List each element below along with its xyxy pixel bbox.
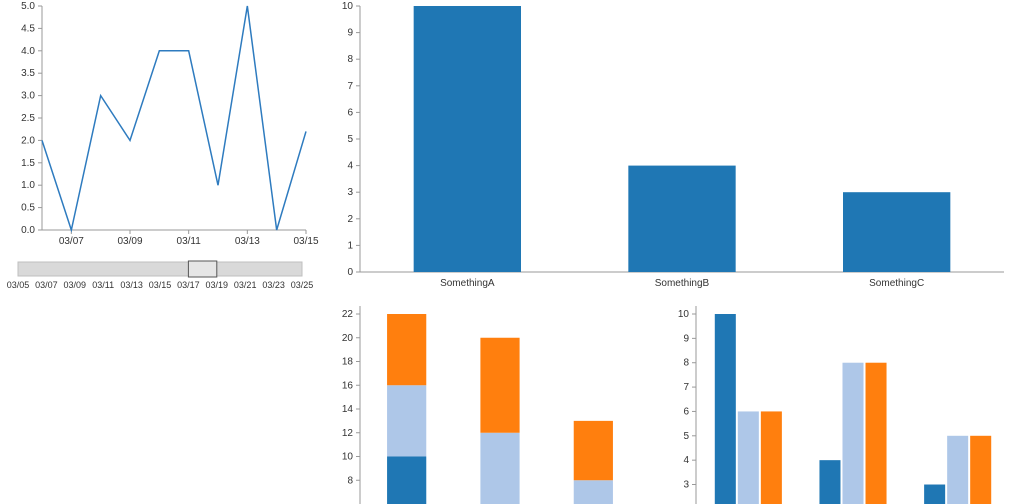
grouped-bar[interactable]	[715, 314, 736, 504]
navigator-label: 03/07	[35, 280, 58, 290]
y-tick-label: 10	[678, 309, 690, 320]
x-tick-label: 03/15	[293, 236, 318, 247]
bar-chart: 0 1 2 3 4 5 6 7 8 9 10 SomethingA SomethingB Somethin…	[320, 0, 1024, 300]
y-tick-label: 6	[683, 406, 689, 417]
y-tick-label: 4.5	[21, 23, 35, 34]
y-tick-label: 3.5	[21, 68, 35, 79]
y-tick-label: 5.0	[21, 1, 35, 12]
y-tick-label: 0	[347, 267, 353, 278]
stacked-bar-chart-panel	[0, 300, 320, 504]
y-tick-label: 1.0	[21, 180, 35, 191]
navigator-label: 03/05	[7, 280, 30, 290]
grouped-bar[interactable]	[947, 436, 968, 504]
y-tick-label: 18	[342, 357, 354, 368]
x-tick-label: 03/11	[177, 236, 202, 247]
y-tick-label: 12	[342, 428, 354, 439]
y-tick-label: 10	[342, 1, 354, 12]
stacked-segment[interactable]	[574, 480, 613, 504]
grouped-bar-chart-panel: 8 10 12 14 16 18 20 22 3 4 5 6 7 8 9 10	[320, 300, 1024, 504]
bar[interactable]	[414, 6, 521, 272]
line-chart-panel: 0.0 0.5 1.0 1.5 2.0 2.5 3.0 3.5 4.0 4.5 5.0 03/07 03…	[0, 0, 320, 300]
y-tick-label: 0.5	[21, 203, 35, 214]
navigator-label: 03/25	[291, 280, 314, 290]
y-tick-label: 4	[683, 455, 689, 466]
y-tick-label: 9	[683, 333, 689, 344]
navigator-thumb[interactable]	[188, 261, 216, 277]
y-tick-label: 4	[347, 161, 353, 172]
stacked-segment[interactable]	[387, 314, 426, 385]
y-tick-label: 2.5	[21, 113, 35, 124]
y-tick-label: 8	[347, 54, 353, 65]
line-series	[42, 6, 306, 230]
navigator-label: 03/09	[64, 280, 87, 290]
grouped-bar[interactable]	[819, 460, 840, 504]
y-tick-label: 6	[347, 107, 353, 118]
grouped-bar[interactable]	[761, 411, 782, 504]
bar-chart-panel: 0 1 2 3 4 5 6 7 8 9 10 SomethingA SomethingB Somethin…	[320, 0, 1024, 300]
y-tick-label: 1	[347, 240, 353, 251]
grouped-bar[interactable]	[842, 363, 863, 504]
y-tick-label: 14	[342, 404, 354, 415]
stacked-segment[interactable]	[480, 338, 519, 433]
y-tick-label: 3.0	[21, 91, 35, 102]
grouped-bar[interactable]	[970, 436, 991, 504]
y-tick-label: 0.0	[21, 225, 35, 236]
y-tick-label: 10	[342, 452, 354, 463]
navigator-label: 03/11	[92, 280, 114, 290]
stacked-segment[interactable]	[387, 385, 426, 456]
y-tick-label: 5	[347, 134, 353, 145]
navigator-label: 03/17	[177, 280, 200, 290]
y-tick-label: 1.5	[21, 158, 35, 169]
x-tick-label: 03/13	[235, 236, 260, 247]
category-label: SomethingB	[655, 278, 710, 289]
x-tick-label: 03/09	[117, 236, 142, 247]
navigator-label: 03/13	[120, 280, 143, 290]
y-tick-label: 2.0	[21, 135, 35, 146]
navigator-label: 03/15	[149, 280, 172, 290]
stacked-segment[interactable]	[480, 433, 519, 504]
y-tick-label: 20	[342, 333, 354, 344]
y-tick-label: 3	[347, 187, 353, 198]
y-tick-label: 8	[683, 358, 689, 369]
y-tick-label: 8	[347, 475, 353, 486]
y-tick-label: 2	[347, 214, 353, 225]
y-tick-label: 7	[683, 382, 689, 393]
y-tick-label: 4.0	[21, 46, 35, 57]
y-tick-label: 7	[347, 81, 353, 92]
y-tick-label: 3	[683, 480, 689, 491]
stacked-segment[interactable]	[574, 421, 613, 480]
category-label: SomethingA	[440, 278, 495, 289]
y-tick-label: 5	[683, 431, 689, 442]
navigator-label: 03/19	[206, 280, 229, 290]
y-tick-label: 22	[342, 309, 354, 320]
navigator-label: 03/23	[262, 280, 285, 290]
category-label: SomethingC	[869, 278, 924, 289]
y-tick-label: 9	[347, 28, 353, 39]
grouped-bar[interactable]	[866, 363, 887, 504]
grouped-bar[interactable]	[738, 411, 759, 504]
x-tick-label: 03/07	[59, 236, 84, 247]
navigator-label: 03/21	[234, 280, 257, 290]
grouped-bar[interactable]	[924, 485, 945, 504]
navigator-track[interactable]	[18, 262, 302, 276]
y-tick-label: 16	[342, 380, 354, 391]
line-chart: 0.0 0.5 1.0 1.5 2.0 2.5 3.0 3.5 4.0 4.5 5.0 03/07 03…	[0, 0, 320, 300]
stacked-segment[interactable]	[387, 457, 426, 504]
bar[interactable]	[843, 192, 950, 272]
bar[interactable]	[628, 166, 735, 272]
